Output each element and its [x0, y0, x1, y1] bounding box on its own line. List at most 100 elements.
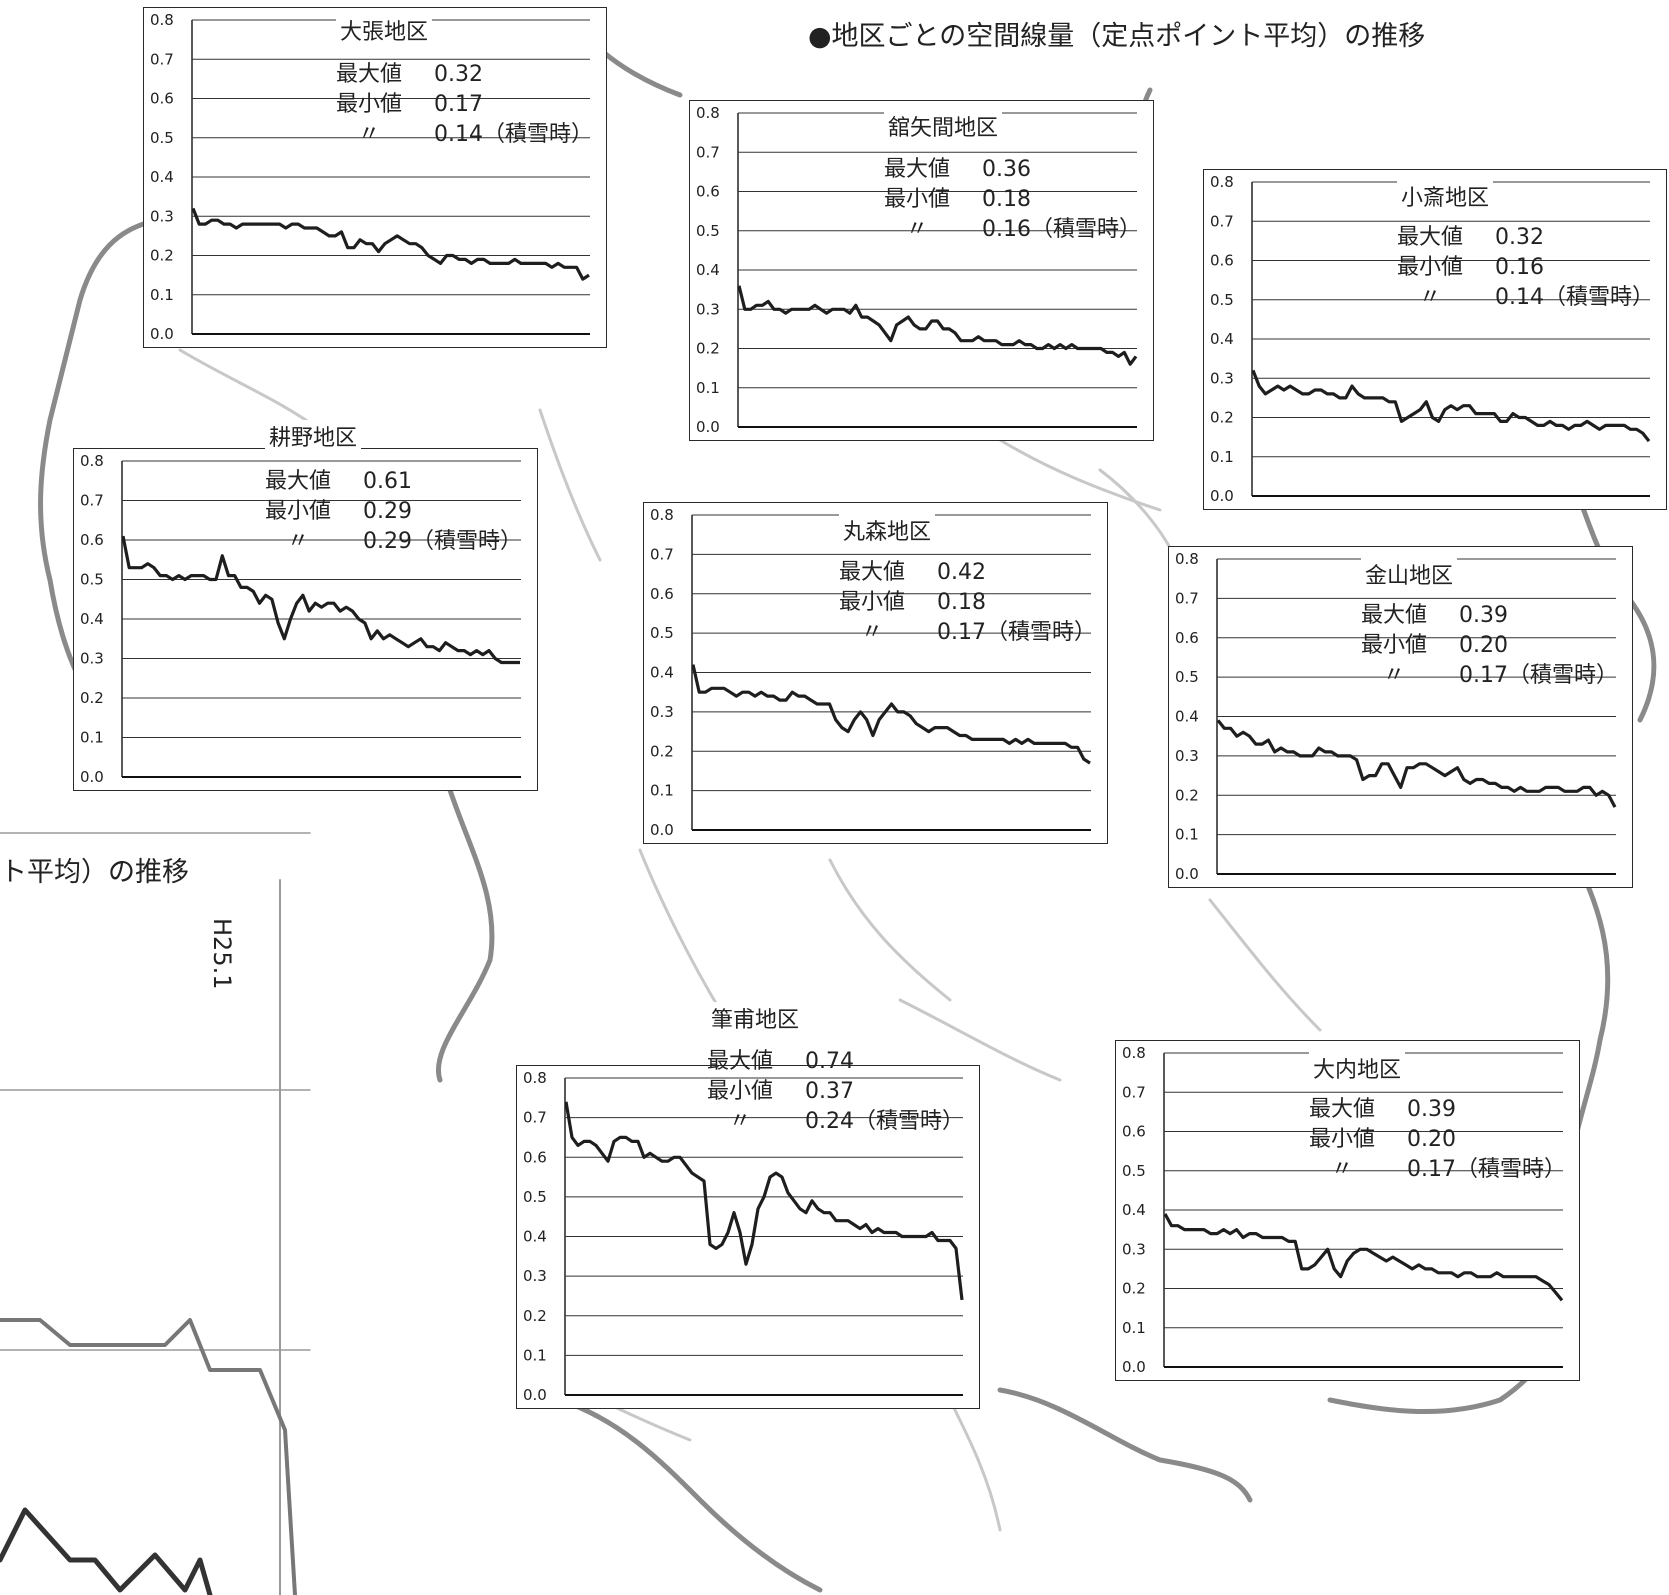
district-chart: 0.0 0.1 0.2 0.3 0.4 0.5 0.6 0.7 0.8 — [516, 1065, 980, 1409]
chart-plot: 0.0 0.1 0.2 0.3 0.4 0.5 0.6 0.7 0.8 — [1122, 1044, 1564, 1376]
map-boundary — [38, 219, 153, 733]
district-chart: 0.0 0.1 0.2 0.3 0.4 0.5 0.6 0.7 0.8 — [643, 502, 1108, 844]
y-tick-label: 0.2 — [1210, 409, 1234, 427]
y-tick-label: 0.6 — [150, 90, 174, 108]
y-tick-label: 0.3 — [696, 300, 720, 318]
stats-label: 最大値 — [884, 157, 951, 182]
stats-row: 〃 0.14（積雪時） — [336, 120, 593, 150]
page-title: ●地区ごとの空間線量（定点ポイント平均）の推移 — [808, 21, 1426, 52]
y-tick-label: 0.6 — [523, 1148, 547, 1166]
stats-value: 0.36 — [982, 157, 1031, 182]
series-line — [1216, 719, 1617, 808]
y-tick-label: 0.0 — [1210, 487, 1234, 505]
stats-row: 〃 0.29（積雪時） — [265, 527, 522, 557]
y-tick-label: 0.6 — [1210, 252, 1234, 270]
background-date-label: H25.1 — [208, 918, 236, 990]
stats-block: 最大値 0.61 最小値 0.29 〃 0.29（積雪時） — [265, 467, 522, 557]
stats-label: 〃 — [265, 529, 310, 554]
stats-row: 〃 0.24（積雪時） — [707, 1107, 964, 1137]
y-tick-label: 0.5 — [150, 129, 174, 147]
stats-value: 0.39 — [1459, 603, 1508, 628]
y-tick-label: 0.5 — [80, 571, 104, 589]
stats-row: 〃 0.17（積雪時） — [1361, 661, 1618, 691]
y-tick-label: 0.5 — [696, 222, 720, 240]
stats-row: 〃 0.16（積雪時） — [884, 215, 1141, 245]
stats-value: 0.74 — [805, 1049, 854, 1074]
y-tick-label: 0.1 — [150, 286, 174, 304]
y-tick-label: 0.2 — [1122, 1280, 1146, 1298]
stats-label: 最小値 — [1361, 633, 1428, 658]
stats-row: 最大値 0.32 — [1397, 223, 1654, 253]
y-tick-label: 0.0 — [650, 821, 674, 839]
y-tick-label: 0.1 — [650, 782, 674, 800]
y-tick-label: 0.8 — [80, 452, 104, 470]
bg-chart-line — [0, 1318, 297, 1595]
y-tick-label: 0.1 — [696, 379, 720, 397]
stats-label: 〃 — [707, 1109, 752, 1134]
stats-value: 0.29（積雪時） — [363, 529, 522, 554]
stats-row: 最小値 0.18 — [884, 185, 1141, 215]
stats-label: 最小値 — [707, 1079, 774, 1104]
y-tick-label: 0.4 — [696, 261, 720, 279]
district-chart: 0.0 0.1 0.2 0.3 0.4 0.5 0.6 0.7 0.8 — [143, 7, 607, 348]
y-tick-label: 0.6 — [1122, 1123, 1146, 1141]
district-chart: 0.0 0.1 0.2 0.3 0.4 0.5 0.6 0.7 0.8 — [1115, 1040, 1580, 1381]
district-chart: 0.0 0.1 0.2 0.3 0.4 0.5 0.6 0.7 0.8 — [73, 448, 538, 791]
y-tick-label: 0.8 — [150, 11, 174, 29]
y-tick-label: 0.3 — [80, 650, 104, 668]
series-line — [1163, 1213, 1564, 1302]
map-boundary — [436, 787, 495, 1083]
stats-value: 0.39 — [1407, 1097, 1456, 1122]
stats-value: 0.20 — [1459, 633, 1508, 658]
district-name: 丸森地区 — [839, 514, 936, 546]
stats-row: 最小値 0.20 — [1361, 631, 1618, 661]
stats-label: 最小値 — [839, 590, 906, 615]
y-tick-label: 0.1 — [1175, 826, 1199, 844]
district-name: 小斎地区 — [1397, 180, 1494, 212]
stats-value: 0.16 — [1495, 255, 1544, 280]
map-road — [538, 408, 602, 562]
stats-block: 最大値 0.42 最小値 0.18 〃 0.17（積雪時） — [839, 558, 1096, 648]
y-tick-label: 0.0 — [523, 1386, 547, 1404]
stats-label: 最大値 — [336, 62, 403, 87]
stats-block: 最大値 0.32 最小値 0.17 〃 0.14（積雪時） — [336, 60, 593, 150]
map-road — [948, 1398, 1002, 1532]
y-tick-label: 0.4 — [1210, 330, 1234, 348]
y-tick-label: 0.1 — [80, 729, 104, 747]
stats-value: 0.16（積雪時） — [982, 217, 1141, 242]
stats-row: 最大値 0.32 — [336, 60, 593, 90]
stats-label: 最小値 — [1309, 1127, 1376, 1152]
y-tick-label: 0.5 — [1210, 291, 1234, 309]
map-road — [998, 438, 1162, 512]
stats-label: 〃 — [1397, 285, 1442, 310]
y-tick-label: 0.4 — [80, 610, 104, 628]
district-chart: 0.0 0.1 0.2 0.3 0.4 0.5 0.6 0.7 0.8 — [1203, 169, 1667, 510]
y-tick-label: 0.0 — [696, 418, 720, 436]
y-tick-label: 0.6 — [80, 531, 104, 549]
stats-block: 最大値 0.32 最小値 0.16 〃 0.14（積雪時） — [1397, 223, 1654, 313]
y-tick-label: 0.8 — [1122, 1044, 1146, 1062]
stats-block: 最大値 0.39 最小値 0.20 〃 0.17（積雪時） — [1309, 1095, 1566, 1185]
series-line — [191, 207, 590, 281]
district-name: 大内地区 — [1309, 1052, 1406, 1084]
y-tick-label: 0.1 — [1210, 448, 1234, 466]
chart-plot: 0.0 0.1 0.2 0.3 0.4 0.5 0.6 0.7 0.8 — [80, 452, 521, 786]
y-tick-label: 0.6 — [650, 585, 674, 603]
stats-row: 最大値 0.39 — [1309, 1095, 1566, 1125]
y-tick-label: 0.0 — [1175, 865, 1199, 883]
y-tick-label: 0.5 — [650, 624, 674, 642]
y-tick-label: 0.4 — [650, 664, 674, 682]
y-tick-label: 0.3 — [523, 1267, 547, 1285]
chart-plot: 0.0 0.1 0.2 0.3 0.4 0.5 0.6 0.7 0.8 — [1175, 550, 1617, 883]
district-name: 耕野地区 — [265, 420, 362, 452]
district-name: 舘矢間地区 — [884, 110, 1003, 142]
y-tick-label: 0.3 — [1122, 1240, 1146, 1258]
y-tick-label: 0.7 — [1175, 589, 1199, 607]
map-road — [178, 348, 322, 432]
y-tick-label: 0.3 — [150, 207, 174, 225]
y-tick-label: 0.4 — [150, 168, 174, 186]
y-tick-label: 0.4 — [1175, 708, 1199, 726]
y-tick-label: 0.6 — [1175, 629, 1199, 647]
stats-value: 0.14（積雪時） — [1495, 285, 1654, 310]
stats-label: 最小値 — [265, 499, 332, 524]
